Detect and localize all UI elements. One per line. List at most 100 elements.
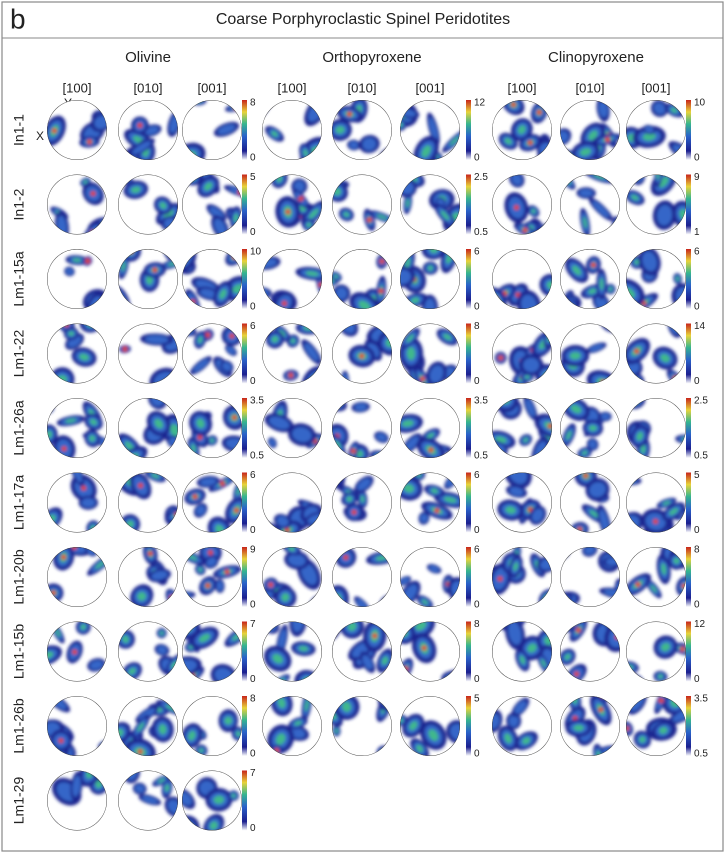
mineral-header: Clinopyroxene [548, 49, 644, 66]
density-peak [207, 550, 213, 556]
scale-max: 2.5 [474, 172, 488, 183]
density-blob [196, 418, 205, 429]
density-blob [233, 213, 239, 223]
density-blob [573, 724, 584, 732]
scale-max: 10 [694, 98, 706, 109]
density-blob [80, 624, 87, 630]
density-blob [332, 472, 338, 483]
density-blob [517, 125, 526, 135]
pole-figure [332, 323, 392, 384]
density-blob [277, 697, 286, 709]
pole-figure [262, 174, 322, 235]
density-blob [48, 827, 53, 831]
density-peak [205, 332, 211, 338]
density-blob [522, 737, 531, 745]
scale-max: 8 [250, 694, 256, 705]
panel-label: b [10, 3, 26, 34]
axis-header: [001] [198, 80, 227, 95]
pole-figure [118, 398, 178, 458]
density-blob [182, 823, 192, 831]
color-bar [242, 547, 247, 607]
density-blob [644, 126, 654, 133]
density-blob [55, 628, 61, 638]
sample-label: Lm1-15a [11, 251, 27, 306]
density-blob [151, 570, 168, 580]
density-peak [81, 485, 87, 491]
scale-min: 0 [474, 600, 480, 611]
density-blob [276, 516, 289, 527]
density-blob [356, 598, 368, 607]
density-blob [405, 436, 419, 451]
density-blob [426, 432, 435, 439]
color-bar [466, 323, 471, 384]
density-blob [429, 117, 438, 141]
density-blob [281, 593, 290, 602]
density-blob [662, 501, 671, 506]
density-blob [308, 208, 319, 219]
pole-figure [118, 621, 178, 682]
pole-figure [560, 398, 620, 458]
pole-figure [118, 249, 178, 309]
pole-figure [118, 770, 178, 831]
density-peak [219, 481, 225, 487]
scale-min: 0 [474, 749, 480, 760]
density-blob [200, 289, 218, 299]
pole-figure [262, 472, 322, 533]
density-blob [428, 729, 439, 741]
density-blob [209, 206, 224, 219]
color-bar [242, 398, 247, 458]
mineral-header: Olivine [125, 49, 171, 66]
scale-min: 0 [250, 302, 256, 313]
density-peak [350, 448, 356, 454]
color-bar [242, 100, 247, 160]
density-blob [589, 510, 600, 518]
density-peak [137, 122, 143, 128]
scale-min: 0 [474, 674, 480, 685]
density-blob [334, 728, 338, 734]
density-blob [235, 731, 241, 737]
axis-header: [001] [416, 80, 445, 95]
pole-figure [400, 621, 460, 682]
density-blob [659, 726, 668, 735]
density-blob [599, 277, 604, 291]
scale-min: 0 [694, 376, 700, 387]
density-blob [298, 646, 309, 652]
density-peak [85, 258, 91, 264]
density-blob [144, 126, 159, 135]
axis-header: [100] [63, 80, 92, 95]
density-blob [362, 655, 373, 670]
density-blob [182, 621, 197, 636]
scale-max: 6 [474, 247, 480, 258]
pole-figure [400, 547, 460, 607]
axis-header: [001] [642, 80, 671, 95]
density-blob [589, 344, 604, 352]
density-peak [288, 372, 294, 378]
density-blob [579, 148, 592, 156]
density-blob [332, 621, 340, 636]
scale-min: 0 [250, 600, 256, 611]
pole-figure [182, 323, 242, 384]
density-blob [508, 714, 519, 727]
color-bar [686, 472, 691, 533]
density-blob [209, 438, 214, 443]
color-bar [242, 770, 247, 831]
density-peak [575, 627, 581, 633]
density-blob [262, 526, 278, 533]
density [497, 472, 547, 525]
density-peak [346, 111, 352, 117]
sample-label: Lm1-20b [11, 549, 27, 604]
pole-figure [47, 770, 107, 831]
pole-figure [560, 472, 620, 533]
density-blob [673, 557, 680, 564]
density-blob [634, 259, 640, 265]
density-peak [605, 137, 611, 143]
scale-max: 10 [250, 247, 262, 258]
density-peak [598, 707, 604, 713]
scale-min: 0.5 [250, 451, 264, 462]
scale-min: 0 [474, 525, 480, 536]
density-peak [332, 472, 335, 478]
sample-label: Lm1-29 [11, 777, 27, 825]
density-blob [89, 660, 103, 670]
density-blob [332, 300, 337, 309]
scale-min: 0 [694, 525, 700, 536]
